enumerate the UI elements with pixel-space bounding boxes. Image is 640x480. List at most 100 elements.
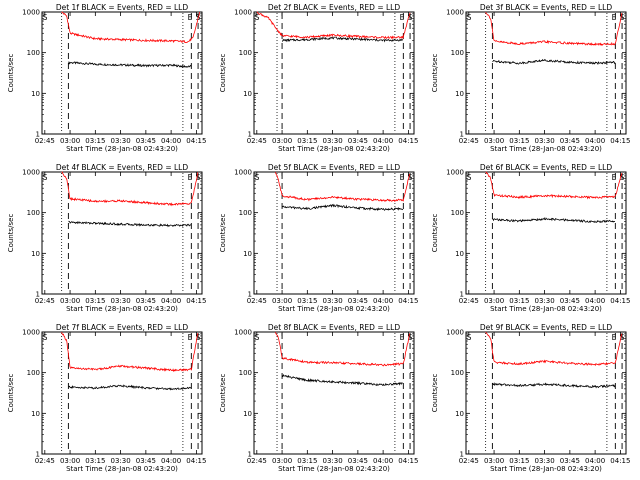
x-tick-label: 04:15 [398,457,418,465]
time-marker-label: S [255,13,260,22]
y-tick-label: 1000 [234,329,252,337]
y-tick-label: 10 [455,410,464,418]
x-tick-label: 02:45 [35,137,55,145]
plot-frame [41,171,203,295]
x-tick-label: 03:30 [323,137,343,145]
x-tick-label: 02:45 [247,457,267,465]
x-tick-label: 03:45 [560,457,580,465]
plot-frame [465,331,627,455]
x-tick-label: 03:15 [85,137,105,145]
time-marker-label: S [43,173,48,182]
time-marker-label: E [188,13,193,22]
time-marker-label: E [612,173,617,182]
x-tick-label: 04:00 [373,297,393,305]
events-series-line [281,373,404,387]
lld-series-line [485,331,623,367]
x-tick-label: 03:15 [297,457,317,465]
panel-title: Det 8f BLACK = Events, RED = LLD [268,323,401,332]
x-tick-label: 03:30 [535,297,555,305]
y-tick-label: 10 [243,250,252,258]
lld-series-line [256,11,411,40]
y-tick-label: 1000 [234,169,252,177]
panel-det-2f: Det 2f BLACK = Events, RED = LLD 1 10 100 10… [219,3,418,153]
panel-det-1f: Det 1f BLACK = Events, RED = LLD 1 10 100 10… [7,3,206,153]
x-axis-label: Start Time (28-Jan-08 02:43:20) [278,305,390,313]
x-tick-label: 03:45 [136,137,156,145]
time-marker-label: S [196,333,201,342]
time-marker-label: S [255,173,260,182]
events-series-line [282,36,404,43]
x-tick-label: 03:00 [272,457,292,465]
panel-det-6f: Det 6f BLACK = Events, RED = LLD 1 10 100 10… [431,163,630,313]
y-axis-label: Counts/sec [219,374,227,413]
y-tick-label: 100 [239,209,252,217]
lld-series-line [274,171,411,203]
y-tick-label: 100 [27,49,40,57]
time-marker-label: S [467,13,472,22]
y-tick-label: 1000 [22,9,40,17]
y-tick-label: 100 [451,49,464,57]
x-tick-label: 03:30 [535,457,555,465]
plot-frame [41,11,203,135]
x-tick-label: 03:45 [136,297,156,305]
x-tick-label: 04:00 [585,137,605,145]
plot-frame [41,331,203,455]
events-series-line [68,60,192,69]
y-tick-label: 100 [239,49,252,57]
x-tick-label: 03:45 [560,297,580,305]
plot-frame [253,331,415,455]
panel-title: Det 3f BLACK = Events, RED = LLD [480,3,613,12]
plot-frame [465,11,627,135]
lld-series-line [274,331,411,367]
x-tick-label: 03:00 [484,137,504,145]
time-marker-label: E [612,333,617,342]
x-axis-label: Start Time (28-Jan-08 02:43:20) [66,305,178,313]
y-tick-label: 10 [31,410,40,418]
x-tick-label: 02:45 [35,457,55,465]
lld-series-line [485,11,623,46]
y-axis-label: Counts/sec [7,214,15,253]
plot-frame [253,11,415,135]
x-tick-label: 03:45 [348,457,368,465]
panel-title: Det 1f BLACK = Events, RED = LLD [56,3,189,12]
panel-det-4f: Det 4f BLACK = Events, RED = LLD 1 10 100 10… [7,163,206,313]
y-tick-label: 100 [27,209,40,217]
x-tick-label: 03:30 [535,137,555,145]
x-axis-label: Start Time (28-Jan-08 02:43:20) [278,465,390,473]
time-marker-label: S [255,333,260,342]
x-tick-label: 04:00 [161,297,181,305]
x-tick-label: 04:00 [373,457,393,465]
time-marker-label: S [620,173,625,182]
x-axis-label: Start Time (28-Jan-08 02:43:20) [278,145,390,153]
time-marker-label: E [400,333,405,342]
events-series-line [68,384,192,391]
y-tick-label: 1 [248,291,252,299]
time-marker-label: S [467,173,472,182]
x-axis-label: Start Time (28-Jan-08 02:43:20) [490,145,602,153]
panel-det-7f: Det 7f BLACK = Events, RED = LLD 1 10 100 10… [7,323,206,473]
events-series-line [492,58,616,65]
x-tick-label: 03:00 [484,457,504,465]
lld-series-line [61,11,200,44]
time-marker-label: E [400,173,405,182]
y-tick-label: 1 [36,451,40,459]
time-marker-label: S [408,173,413,182]
x-tick-label: 04:15 [610,457,630,465]
y-tick-label: 1000 [446,169,464,177]
y-tick-label: 1 [460,131,464,139]
y-tick-label: 10 [455,90,464,98]
time-marker-label: S [196,173,201,182]
x-tick-label: 04:15 [398,137,418,145]
x-tick-label: 03:00 [484,297,504,305]
x-tick-label: 04:15 [186,137,206,145]
time-marker-label: S [43,13,48,22]
x-tick-label: 03:15 [297,137,317,145]
x-tick-label: 04:00 [373,137,393,145]
panel-title: Det 5f BLACK = Events, RED = LLD [268,163,401,172]
x-tick-label: 03:30 [111,457,131,465]
lld-series-line [485,171,623,200]
time-marker-label: E [400,13,405,22]
x-tick-label: 04:00 [585,297,605,305]
panel-title: Det 2f BLACK = Events, RED = LLD [268,3,401,12]
panel-det-9f: Det 9f BLACK = Events, RED = LLD 1 10 100 10… [431,323,630,473]
